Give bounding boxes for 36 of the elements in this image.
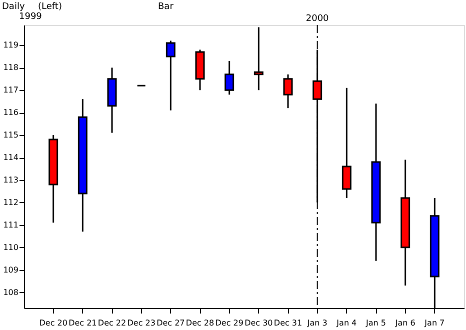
text: Bar bbox=[158, 2, 174, 12]
candlestick bbox=[283, 74, 293, 109]
y-tick-label: 111 bbox=[3, 220, 18, 230]
x-tick-label: Dec 22 bbox=[98, 318, 126, 328]
y-tick-label: 113 bbox=[3, 175, 18, 184]
x-tick-label: Jan 6 bbox=[394, 318, 416, 328]
x-tick-label: Dec 20 bbox=[39, 318, 68, 328]
x-tick-label: Dec 27 bbox=[156, 318, 185, 328]
y-tick-label: 110 bbox=[3, 242, 18, 252]
x-tick-label: Jan 7 bbox=[424, 318, 445, 328]
candlestick bbox=[342, 87, 352, 199]
x-tick-label: Dec 30 bbox=[244, 318, 273, 328]
text: Daily bbox=[2, 2, 26, 12]
x-tick-label: Jan 5 bbox=[365, 318, 386, 328]
y-tick-label: 114 bbox=[3, 153, 18, 162]
y-tick-label: 108 bbox=[3, 288, 18, 297]
y-tick-label: 109 bbox=[3, 265, 18, 274]
candlestick bbox=[224, 60, 234, 96]
y-tick-label: 119 bbox=[3, 40, 18, 50]
x-tick-label: Dec 21 bbox=[68, 318, 97, 328]
ref-line-label: 2000 bbox=[306, 14, 330, 24]
y-tick-label: 115 bbox=[3, 130, 18, 140]
x-tick-label: Dec 29 bbox=[215, 318, 244, 328]
x-tick-label: Dec 23 bbox=[127, 318, 156, 328]
x-tick-label: Jan 3 bbox=[306, 318, 328, 328]
y-tick-label: 112 bbox=[3, 198, 18, 207]
text: 1999 bbox=[19, 12, 42, 22]
x-tick-label: Dec 31 bbox=[274, 318, 302, 328]
x-tick-label: Jan 4 bbox=[336, 318, 357, 328]
y-tick-label: 117 bbox=[3, 86, 18, 95]
text: (Left) bbox=[38, 2, 62, 12]
candlestick bbox=[166, 40, 176, 112]
x-tick-label: Dec 28 bbox=[186, 318, 214, 328]
y-tick-label: 118 bbox=[3, 63, 18, 72]
candlestick bbox=[254, 26, 264, 91]
y-tick-label: 116 bbox=[3, 108, 18, 118]
